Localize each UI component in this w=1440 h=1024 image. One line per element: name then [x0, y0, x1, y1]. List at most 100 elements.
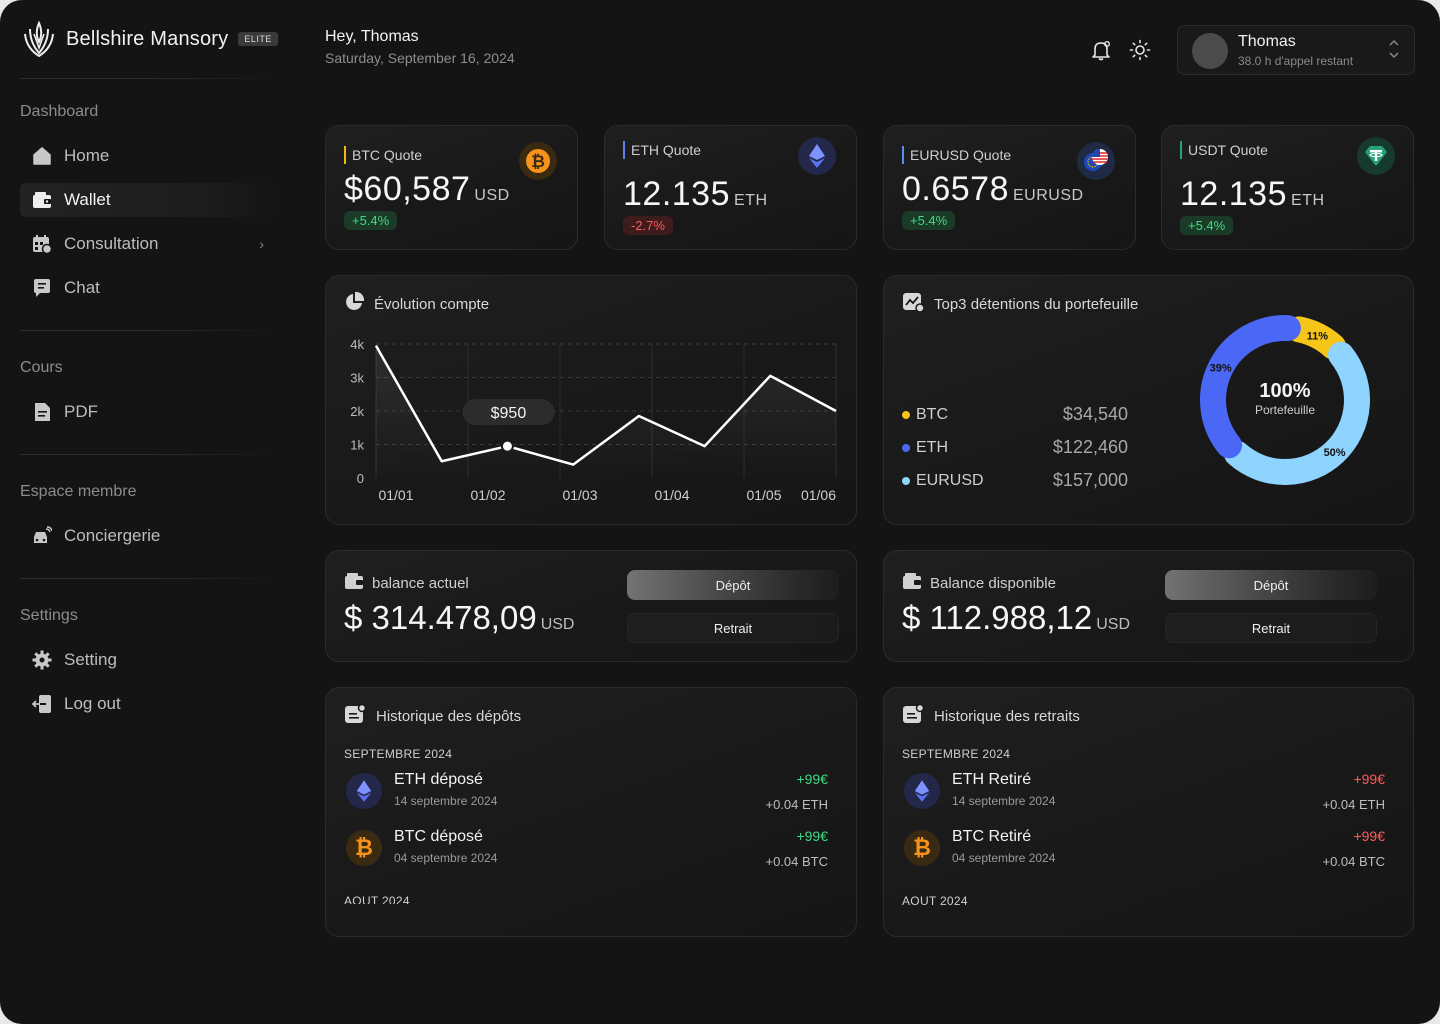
donut-center-label: Portefeuille [1255, 403, 1315, 417]
quote-unit: EURUSD [1013, 187, 1084, 204]
sidebar-divider [20, 330, 282, 331]
tooltip-value: $950 [491, 405, 527, 422]
deposit-history-card: Historique des dépôts SEPTEMBRE 2024 ETH… [325, 687, 857, 937]
history-crypto-amount: +0.04 BTC [765, 854, 828, 869]
quote-value: 12.135 ETH [623, 175, 768, 214]
legend-dot [902, 410, 910, 419]
sidebar-item-conciergerie[interactable]: Conciergerie [20, 519, 282, 553]
series-area [376, 345, 836, 478]
sidebar-item-label: Conciergerie [64, 526, 161, 545]
balance-label-text: balance actuel [372, 574, 469, 592]
svg-text:₿: ₿ [913, 835, 931, 860]
sidebar-item-label: Log out [64, 694, 121, 713]
chat-icon [32, 278, 52, 298]
deposit-button[interactable]: Dépôt [627, 570, 839, 600]
quote-label: ETH Quote [623, 141, 701, 159]
deposit-button[interactable]: Dépôt [1165, 570, 1377, 600]
eu-us-flag-icon [1077, 142, 1115, 180]
balance-label: Balance disponible [902, 571, 1056, 595]
user-name: Thomas [1238, 33, 1296, 50]
portfolio-donut-chart: 11% 50% 39% 100%Portefeuille [1200, 315, 1370, 485]
history-amount: +99€ [1353, 828, 1385, 844]
notification-bell-icon[interactable] [1089, 38, 1113, 62]
y-tick-label: 2k [350, 404, 364, 419]
holding-row: EURUSD $157,000 [902, 470, 1128, 491]
balance-amount: $ 112.988,12 [902, 599, 1093, 636]
history-row[interactable]: ₿ BTC Retiré 04 septembre 2024 +99€ +0.0… [902, 828, 1385, 872]
y-tick-label: 4k [350, 337, 364, 352]
evolution-title-text: Évolution compte [374, 295, 490, 313]
balance-unit: USD [540, 616, 575, 633]
history-date: 14 septembre 2024 [952, 794, 1056, 808]
history-date: 04 septembre 2024 [952, 851, 1056, 865]
balance-value: $ 112.988,12 USD [902, 599, 1130, 637]
sidebar-section-dashboard: Dashboard [20, 103, 99, 120]
history-row[interactable]: ETH Retiré 14 septembre 2024 +99€ +0.04 … [902, 771, 1385, 815]
holding-value: $122,460 [1052, 437, 1128, 457]
withdraw-button[interactable]: Retrait [1165, 613, 1377, 643]
quote-card-usdt[interactable]: USDT Quote 12.135 ETH +5.4% [1161, 125, 1414, 250]
y-tick-label: 0 [357, 471, 364, 486]
user-menu[interactable]: Thomas 38.0 h d'appel restant [1177, 25, 1415, 75]
svg-text:₿: ₿ [355, 835, 373, 860]
history-row[interactable]: ₿ BTC déposé 04 septembre 2024 +99€ +0.0… [344, 828, 828, 872]
history-crypto-amount: +0.04 BTC [1322, 854, 1385, 869]
x-tick-label: 01/05 [746, 487, 781, 503]
highlight-point [500, 439, 514, 453]
home-icon [32, 146, 52, 166]
chart-image-icon [902, 292, 925, 316]
history-month-label: AOUT 2024 [344, 894, 410, 904]
sidebar-item-setting[interactable]: Setting [20, 643, 282, 677]
deposit-history-title: Historique des dépôts [344, 703, 521, 728]
sidebar-item-pdf[interactable]: PDF [20, 395, 282, 429]
tether-icon [1357, 137, 1395, 175]
top3-title-text: Top3 détentions du portefeuille [934, 295, 1139, 313]
chevron-up-down-icon [1388, 38, 1400, 63]
holding-row: BTC $34,540 [902, 404, 1128, 425]
quote-value: 12.135 ETH [1180, 175, 1325, 214]
calendar-icon [32, 234, 52, 254]
quote-amount: 0.6578 [902, 170, 1009, 208]
holding-row: ETH $122,460 [902, 437, 1128, 458]
slice-label: 50% [1324, 447, 1346, 459]
ethereum-icon [346, 773, 382, 809]
quote-card-eth[interactable]: ETH Quote 12.135 ETH -2.7% [604, 125, 857, 250]
withdraw-button[interactable]: Retrait [627, 613, 839, 643]
y-tick-label: 3k [350, 371, 364, 386]
brand-badge: ELITE [238, 32, 278, 46]
withdrawal-history-title-text: Historique des retraits [934, 707, 1080, 725]
sidebar-section-settings: Settings [20, 607, 78, 624]
holding-name: BTC [916, 405, 948, 423]
legend-dot [902, 443, 910, 452]
sidebar-item-wallet[interactable]: Wallet [20, 183, 282, 217]
sidebar-item-logout[interactable]: Log out [20, 687, 282, 721]
gear-icon [32, 650, 52, 670]
quote-unit: ETH [734, 192, 768, 209]
quote-label: USDT Quote [1180, 141, 1268, 159]
top3-title: Top3 détentions du portefeuille [902, 292, 1138, 316]
x-tick-label: 01/04 [654, 487, 689, 503]
quote-card-eurusd[interactable]: EURUSD Quote 0.6578 EURUSD +5.4% [883, 125, 1136, 250]
chevron-right-icon: › [259, 236, 264, 252]
quote-prefix: $ [344, 170, 364, 208]
y-tick-label: 1k [350, 438, 364, 453]
sidebar-item-chat[interactable]: Chat [20, 271, 282, 305]
sidebar-item-home[interactable]: Home [20, 139, 282, 173]
theme-sun-icon[interactable] [1128, 38, 1152, 62]
sidebar-item-label: Home [64, 146, 110, 165]
holding-value: $157,000 [1052, 470, 1128, 490]
ethereum-icon [904, 773, 940, 809]
brand[interactable]: Bellshire Mansory ELITE [22, 20, 278, 58]
sidebar-item-label: Setting [64, 650, 117, 669]
balance-label-text: Balance disponible [930, 574, 1056, 592]
brand-name: Bellshire Mansory [66, 27, 229, 50]
quote-change-badge: +5.4% [902, 211, 956, 230]
quote-card-btc[interactable]: BTC Quote $60,587 USD +5.4% ₿ [325, 125, 578, 250]
history-row[interactable]: ETH déposé 14 septembre 2024 +99€ +0.04 … [344, 771, 828, 815]
sidebar-divider [20, 454, 282, 455]
document-icon [32, 402, 52, 422]
wallet-icon [344, 571, 364, 595]
sidebar-item-consultation[interactable]: Consultation › [20, 227, 282, 261]
withdrawal-history-title: Historique des retraits [902, 703, 1080, 728]
ethereum-icon [798, 137, 836, 175]
